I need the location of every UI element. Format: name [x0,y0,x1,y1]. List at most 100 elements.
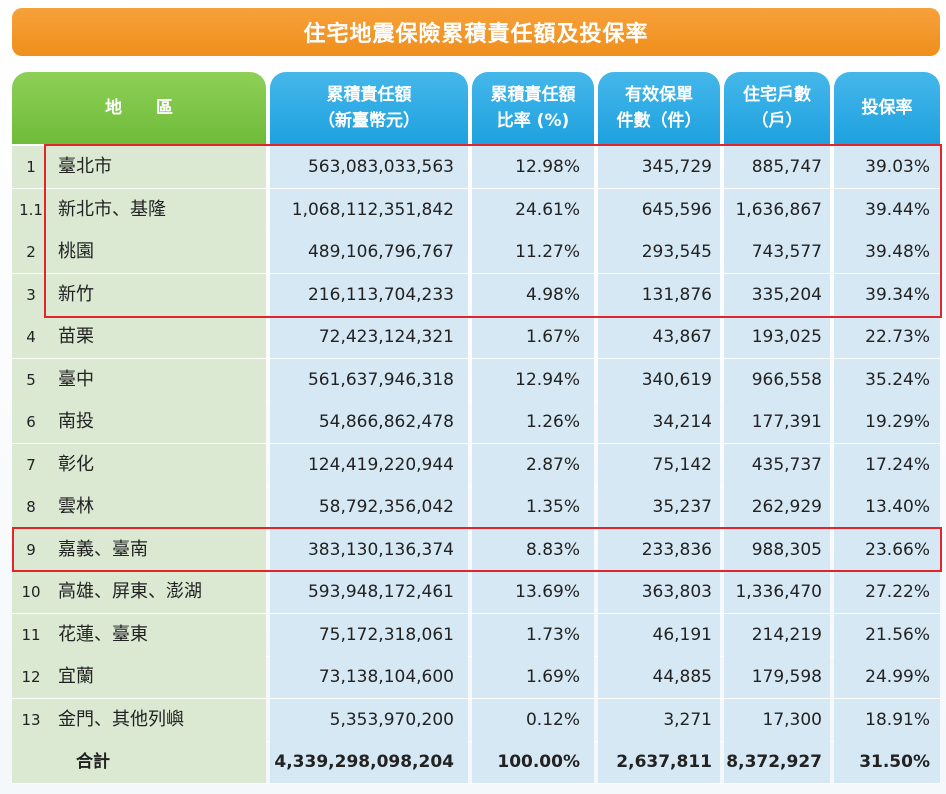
cell-idx: 1 [12,146,50,188]
cell-policies: 3,271 [598,698,720,741]
header-policies: 有效保單 件數（件） [598,72,720,144]
cell-policies: 293,545 [598,231,720,273]
cell-policies: 345,729 [598,146,720,188]
cell-name: 南投 [50,401,266,443]
cell-policies: 75,142 [598,443,720,486]
cell-idx: 9 [12,528,50,571]
table-title: 住宅地震保險累積責任額及投保率 [12,8,940,56]
cell-households: 179,598 [724,656,830,698]
cell-policies: 340,619 [598,358,720,401]
cell-policies: 35,237 [598,486,720,528]
total-ratio: 100.00% [472,741,594,783]
cell-ratio: 1.73% [472,613,594,656]
cell-name: 新北市、基隆 [50,188,266,231]
table-row: 1.1 新北市、基隆 1,068,112,351,842 24.61% 645,596 1… [12,188,940,232]
cell-ratio: 24.61% [472,188,594,231]
total-policies: 2,637,811 [598,741,720,783]
table-row: 4 苗栗 72,423,124,321 1.67% 43,867 193,025 22.73… [12,316,940,359]
cell-ratio: 0.12% [472,698,594,741]
cell-rate: 17.24% [834,443,940,486]
cell-liability: 58,792,356,042 [270,486,468,528]
cell-rate: 22.73% [834,316,940,358]
cell-households: 193,025 [724,316,830,358]
cell-name: 金門、其他列嶼 [50,698,266,741]
cell-liability: 5,353,970,200 [270,698,468,741]
cell-ratio: 2.87% [472,443,594,486]
cell-idx: 2 [12,231,50,273]
cell-name: 新竹 [50,273,266,316]
cell-policies: 645,596 [598,188,720,231]
cell-policies: 43,867 [598,316,720,358]
table-row: 6 南投 54,866,862,478 1.26% 34,214 177,391 19.29… [12,401,940,444]
table-row: 9 嘉義、臺南 383,130,136,374 8.83% 233,836 988,305… [12,528,940,572]
cell-rate: 39.34% [834,273,940,316]
cell-idx: 7 [12,443,50,486]
table-row: 5 臺中 561,637,946,318 12.94% 340,619 966,558 35… [12,358,940,402]
cell-households: 743,577 [724,231,830,273]
cell-ratio: 12.94% [472,358,594,401]
cell-policies: 46,191 [598,613,720,656]
cell-liability: 216,113,704,233 [270,273,468,316]
cell-idx: 11 [12,613,50,656]
cell-name: 苗栗 [50,316,266,358]
cell-liability: 72,423,124,321 [270,316,468,358]
cell-liability: 54,866,862,478 [270,401,468,443]
cell-ratio: 1.69% [472,656,594,698]
cell-liability: 593,948,172,461 [270,571,468,613]
cell-liability: 1,068,112,351,842 [270,188,468,231]
cell-name: 高雄、屏東、澎湖 [50,571,266,613]
table-row: 13 金門、其他列嶼 5,353,970,200 0.12% 3,271 17,300 18… [12,698,940,742]
cell-name: 宜蘭 [50,656,266,698]
cell-households: 435,737 [724,443,830,486]
cell-rate: 39.03% [834,146,940,188]
cell-liability: 563,083,033,563 [270,146,468,188]
cell-rate: 19.29% [834,401,940,443]
cell-liability: 561,637,946,318 [270,358,468,401]
cell-households: 262,929 [724,486,830,528]
table-body: 1 臺北市 563,083,033,563 12.98% 345,729 885,747 3… [12,146,940,790]
cell-policies: 233,836 [598,528,720,571]
cell-policies: 34,214 [598,401,720,443]
header-households: 住宅戶數 （戶） [724,72,830,144]
cell-rate: 13.40% [834,486,940,528]
table-row: 10 高雄、屏東、澎湖 593,948,172,461 13.69% 363,803 1,… [12,571,940,614]
cell-households: 177,391 [724,401,830,443]
table-row: 7 彰化 124,419,220,944 2.87% 75,142 435,737 17.2… [12,443,940,487]
total-label: 合計 [12,741,266,783]
cell-ratio: 13.69% [472,571,594,613]
cell-households: 1,336,470 [724,571,830,613]
cell-name: 雲林 [50,486,266,528]
header-ratio: 累積責任額 比率 (%) [472,72,594,144]
cell-idx: 6 [12,401,50,443]
cell-households: 335,204 [724,273,830,316]
cell-rate: 23.66% [834,528,940,571]
cell-idx: 12 [12,656,50,698]
cell-liability: 489,106,796,767 [270,231,468,273]
cell-idx: 4 [12,316,50,358]
cell-households: 988,305 [724,528,830,571]
cell-ratio: 1.26% [472,401,594,443]
cell-households: 966,558 [724,358,830,401]
header-rate: 投保率 [834,72,940,144]
cell-rate: 39.48% [834,231,940,273]
cell-households: 17,300 [724,698,830,741]
cell-rate: 35.24% [834,358,940,401]
cell-liability: 75,172,318,061 [270,613,468,656]
cell-rate: 39.44% [834,188,940,231]
cell-name: 嘉義、臺南 [50,528,266,571]
cell-ratio: 12.98% [472,146,594,188]
cell-liability: 383,130,136,374 [270,528,468,571]
cell-name: 彰化 [50,443,266,486]
cell-idx: 5 [12,358,50,401]
cell-households: 214,219 [724,613,830,656]
table-row: 8 雲林 58,792,356,042 1.35% 35,237 262,929 13.40… [12,486,940,529]
cell-idx: 1.1 [12,188,50,231]
table-row: 1 臺北市 563,083,033,563 12.98% 345,729 885,747 3… [12,146,940,189]
cell-ratio: 8.83% [472,528,594,571]
cell-name: 桃園 [50,231,266,273]
cell-ratio: 4.98% [472,273,594,316]
cell-rate: 24.99% [834,656,940,698]
cell-idx: 10 [12,571,50,613]
cell-idx: 8 [12,486,50,528]
cell-ratio: 1.67% [472,316,594,358]
